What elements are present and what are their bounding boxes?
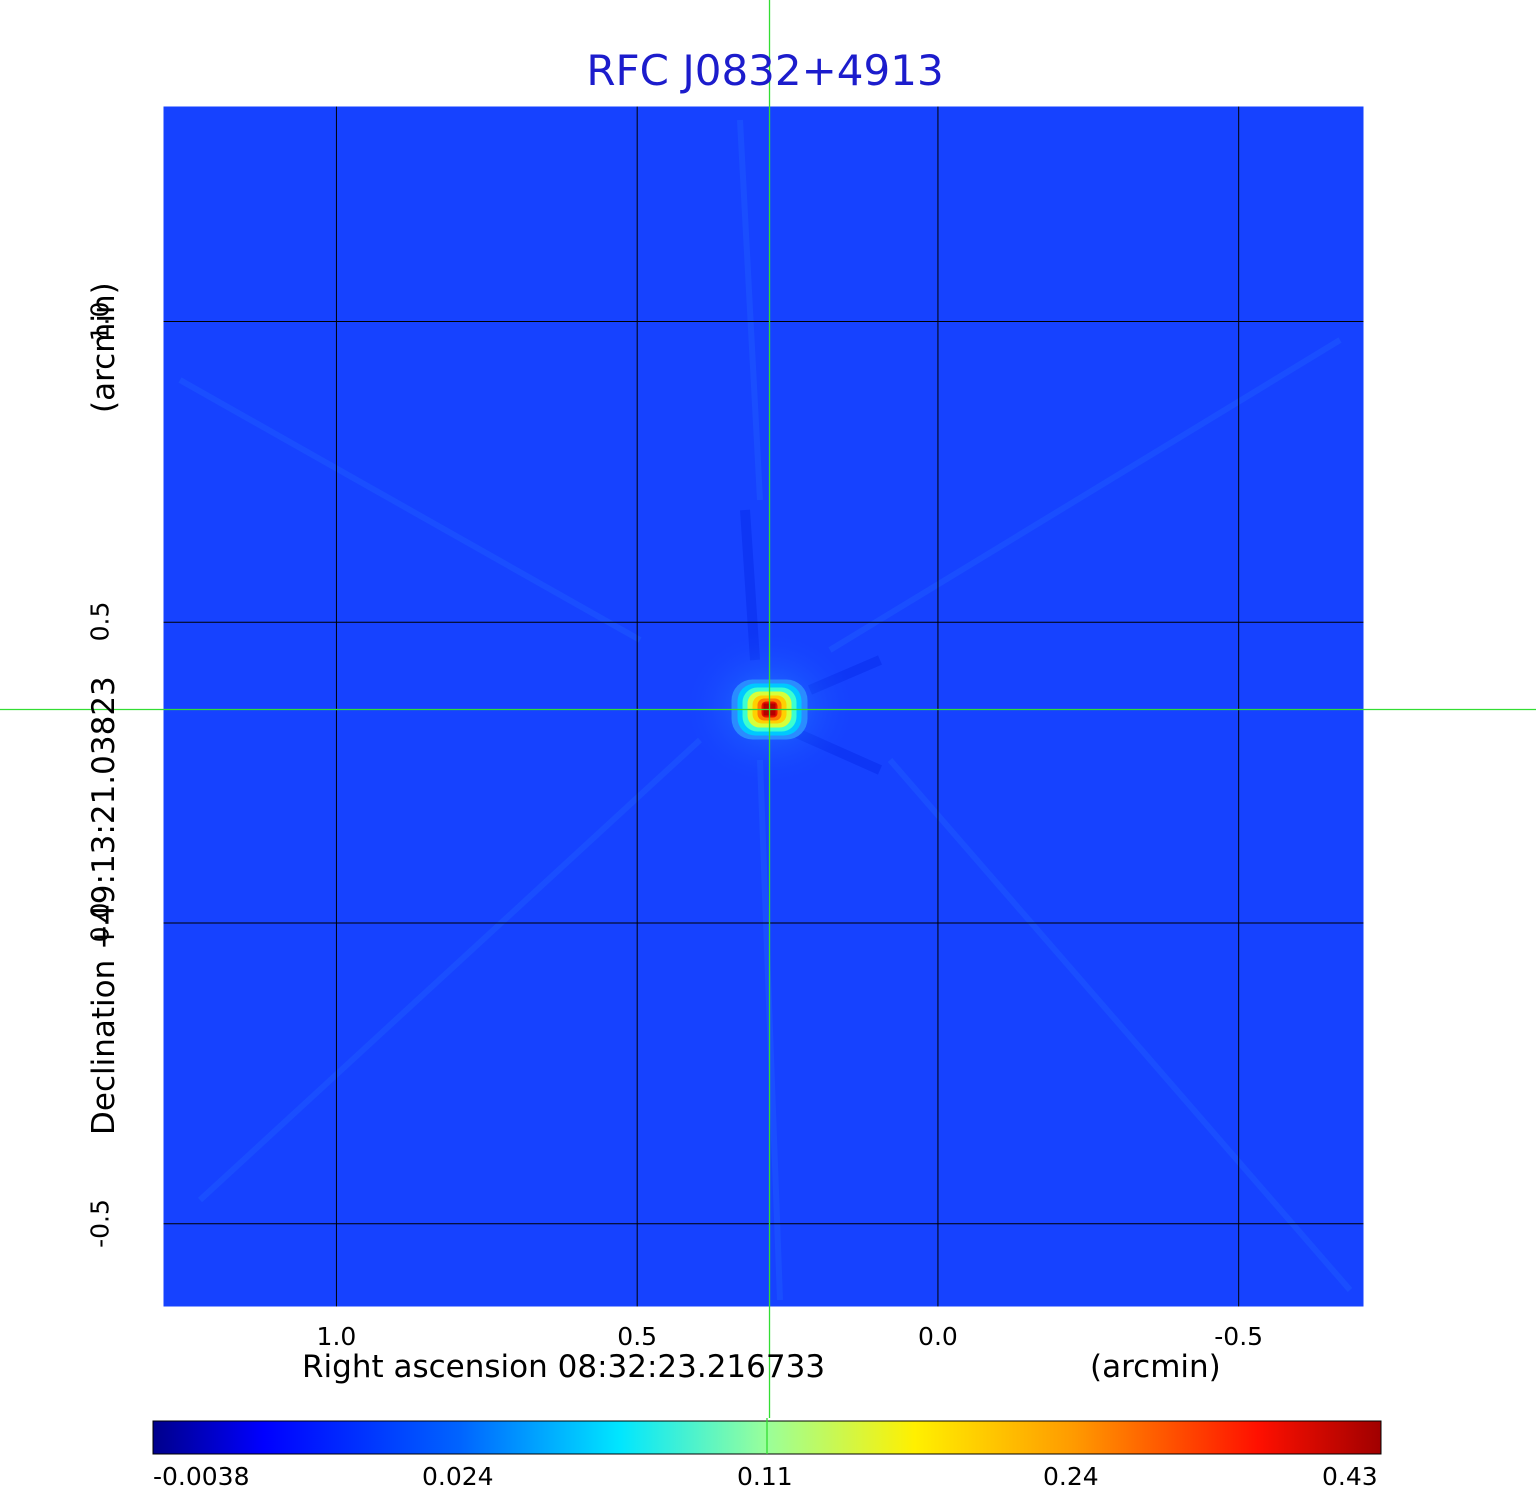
- coordinate-grid: [162, 105, 1365, 1308]
- x-tick-label-0: 1.0: [316, 1322, 357, 1351]
- x-tick-label-3: -0.5: [1214, 1322, 1264, 1351]
- colorbar-tick-label-3: 0.24: [1043, 1462, 1099, 1491]
- y-tick-label-3: -0.5: [85, 1198, 115, 1248]
- x-tick-label-1: 0.5: [617, 1322, 658, 1351]
- x-tick-label-2: 0.0: [918, 1322, 958, 1351]
- colorbar-tick-label-1: 0.024: [422, 1462, 494, 1491]
- colorbar-tick-label-4: 0.43: [1322, 1462, 1378, 1491]
- chart-title: RFC J0832+4913: [586, 46, 944, 95]
- x-axis-unit: (arcmin): [1090, 1349, 1221, 1385]
- colorbar-tick-label-2: 0.11: [737, 1462, 793, 1491]
- y-axis-unit: (arcmin): [86, 282, 122, 413]
- y-tick-label-1: 0.5: [85, 601, 115, 642]
- y-axis-label: Declination +49:13:21.03823: [86, 676, 122, 1135]
- x-axis-label: Right ascension 08:32:23.216733: [302, 1349, 826, 1385]
- colorbar-tick-label-0: -0.0038: [153, 1462, 250, 1491]
- image-frame: [160, 103, 1367, 1310]
